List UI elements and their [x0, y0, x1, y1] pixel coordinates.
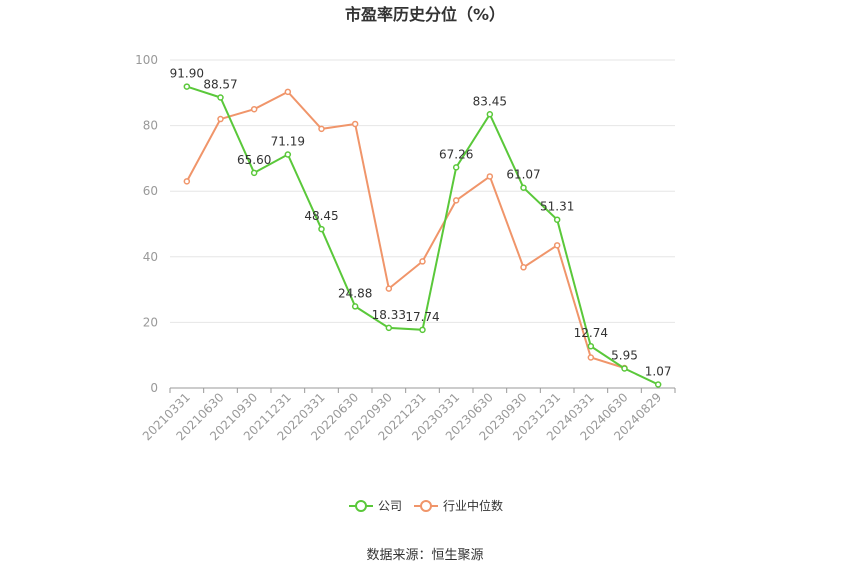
y-tick-label: 40 [143, 250, 158, 264]
data-point [284, 151, 292, 158]
x-axis: 2021033120210630202109302021123120220331… [140, 387, 676, 443]
data-point [452, 197, 460, 204]
data-label: 65.60 [237, 153, 271, 167]
source-text: 数据来源：恒生聚源 [366, 548, 483, 563]
data-label: 88.57 [203, 77, 237, 91]
data-label: 48.45 [304, 209, 338, 223]
data-point [385, 285, 393, 292]
data-point [621, 365, 628, 372]
data-label: 24.88 [338, 286, 372, 300]
data-point [654, 381, 662, 388]
data-point [183, 178, 191, 185]
legend[interactable]: 公司 行业中位数 [349, 498, 503, 513]
data-label: 67.26 [439, 147, 473, 161]
data-label: 51.31 [540, 200, 574, 214]
data-point [284, 88, 292, 96]
data-point [217, 115, 224, 123]
data-point [587, 342, 595, 350]
data-point [520, 184, 527, 191]
data-point [250, 105, 258, 113]
data-point [250, 169, 258, 177]
legend-label: 公司 [378, 499, 402, 513]
data-point [486, 173, 494, 180]
data-point [587, 354, 595, 361]
legend-item-industry-median[interactable]: 行业中位数 [414, 498, 503, 513]
chart-title: 市盈率历史分位（%） [345, 5, 505, 24]
data-point [183, 83, 191, 90]
data-label: 17.74 [405, 310, 439, 324]
legend-marker [420, 500, 432, 512]
data-point [385, 324, 393, 332]
y-tick-label: 0 [150, 381, 158, 395]
data-label: 12.74 [574, 326, 608, 340]
data-point [318, 225, 325, 233]
data-label: 83.45 [473, 94, 507, 108]
data-label: 5.95 [611, 348, 638, 362]
series-line [185, 90, 625, 369]
data-label: 91.90 [170, 67, 204, 81]
data-point [419, 326, 426, 334]
data-point [419, 258, 426, 265]
y-tick-label: 100 [135, 53, 158, 67]
data-label: 18.33 [372, 308, 406, 322]
data-point [217, 94, 224, 101]
series-company [183, 83, 662, 388]
data-point [553, 242, 561, 249]
data-point [318, 125, 325, 133]
data-point [553, 216, 561, 223]
y-axis-labels: 0 20 40 60 80 100 [135, 53, 158, 395]
y-tick-label: 60 [143, 184, 158, 198]
data-point [351, 120, 359, 128]
y-tick-label: 80 [143, 119, 158, 133]
series-lines [183, 83, 662, 388]
legend-item-company[interactable]: 公司 [349, 499, 402, 513]
data-label: 71.19 [271, 134, 305, 148]
data-point [486, 111, 494, 118]
data-point [351, 303, 359, 310]
data-point [452, 164, 460, 171]
data-label: 1.07 [645, 364, 672, 378]
series-industry-median [183, 88, 628, 372]
legend-marker [355, 500, 367, 512]
y-tick-label: 20 [143, 315, 158, 329]
legend-label: 行业中位数 [443, 498, 503, 513]
data-label: 61.07 [506, 168, 540, 182]
data-point [520, 264, 527, 271]
